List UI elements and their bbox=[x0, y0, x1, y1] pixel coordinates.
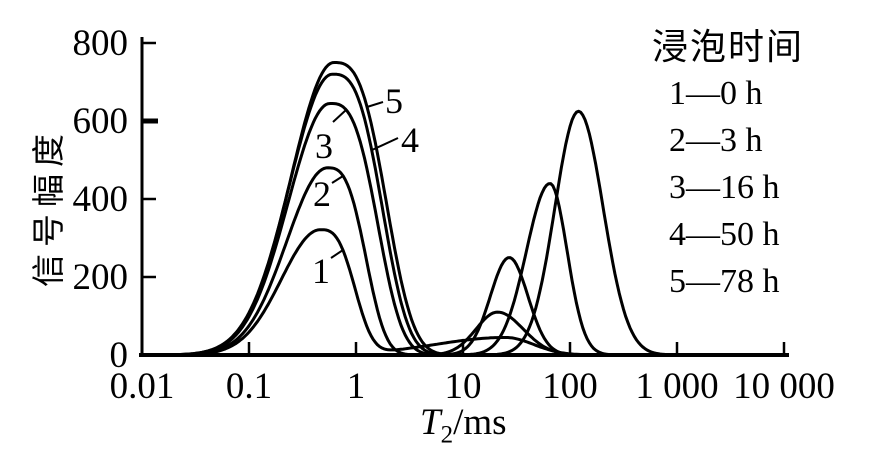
x-tick-label: 100 bbox=[542, 366, 598, 407]
x-axis-unit: /ms bbox=[453, 402, 507, 443]
x-tick-label: 10 bbox=[445, 366, 482, 407]
legend-items: 1—0 h 2—3 h 3—16 h 4—50 h 5—78 h bbox=[652, 70, 804, 305]
legend-item-1: 1—0 h bbox=[669, 75, 763, 112]
x-tick-label: 0.1 bbox=[226, 366, 272, 407]
x-tick-label: 1 000 bbox=[635, 366, 718, 407]
curve-annotation-4: 4 bbox=[401, 120, 419, 160]
curve-annotation-1: 1 bbox=[312, 251, 330, 291]
x-tick-label: 0.01 bbox=[110, 366, 175, 407]
y-tick-label: 200 bbox=[73, 257, 129, 298]
x-tick-label: 1 bbox=[347, 366, 366, 407]
x-axis-variable: T bbox=[420, 402, 441, 443]
y-tick-label: 800 bbox=[73, 23, 129, 64]
y-tick-label: 0 bbox=[110, 335, 129, 376]
annotation-leader-line-3 bbox=[332, 109, 347, 123]
x-axis-title: T2/ms bbox=[420, 401, 507, 449]
annotation-leader-line-5 bbox=[366, 101, 384, 108]
x-axis-subscript: 2 bbox=[440, 421, 454, 449]
curve-annotation-2: 2 bbox=[313, 174, 331, 214]
legend-item-3: 3—16 h bbox=[669, 169, 780, 206]
curve-annotation-3: 3 bbox=[315, 126, 333, 166]
y-axis-title: 信号幅度 bbox=[32, 127, 68, 287]
legend: 浸泡时间 1—0 h 2—3 h 3—16 h 4—50 h 5—78 h bbox=[652, 24, 804, 305]
curve-4-path bbox=[153, 72, 681, 357]
annotation-leader-line-4 bbox=[371, 137, 399, 151]
curve-annotation-5: 5 bbox=[385, 81, 403, 121]
curve-5-path bbox=[153, 61, 681, 357]
annotation-leader-line-2 bbox=[331, 175, 344, 184]
x-tick-label: 10 000 bbox=[733, 366, 835, 407]
legend-item-5: 5—78 h bbox=[669, 263, 780, 300]
legend-title: 浸泡时间 bbox=[652, 27, 805, 67]
annotation-leader-line-1 bbox=[330, 249, 344, 259]
legend-item-4: 4—50 h bbox=[669, 216, 780, 253]
y-tick-label: 600 bbox=[73, 101, 129, 142]
y-tick-label: 400 bbox=[73, 179, 129, 220]
legend-item-2: 2—3 h bbox=[669, 122, 763, 159]
